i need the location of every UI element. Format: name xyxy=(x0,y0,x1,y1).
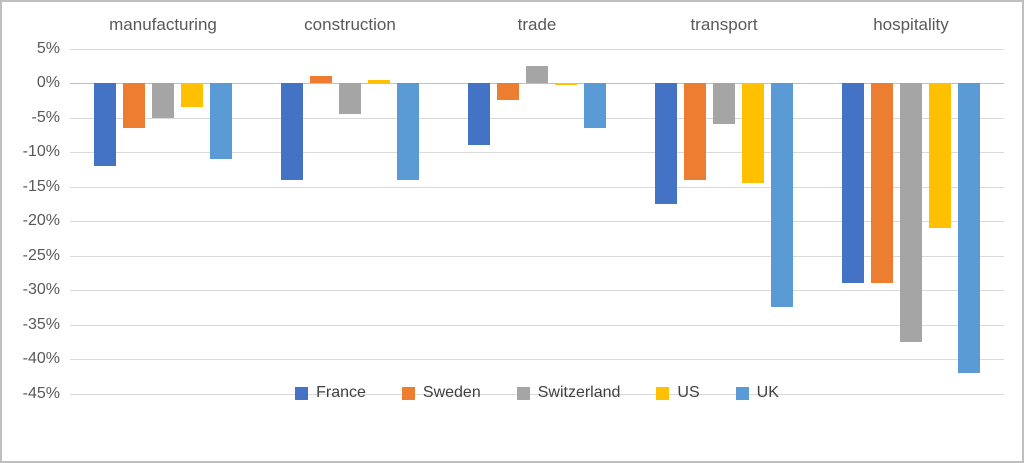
bar-trade-uk xyxy=(584,83,606,128)
gridline--40- xyxy=(70,359,1004,360)
legend-label-uk: UK xyxy=(756,384,779,401)
gridline-0- xyxy=(70,83,1004,84)
legend-swatch-france xyxy=(295,386,309,400)
legend-item-us: US xyxy=(656,384,700,402)
y-tick-label--35-: -35% xyxy=(22,316,60,333)
bar-manufacturing-us xyxy=(181,83,203,107)
legend-label-switzerland: Switzerland xyxy=(537,384,621,401)
y-tick-label--5-: -5% xyxy=(31,109,60,126)
legend-item-uk: UK xyxy=(735,384,779,402)
category-label-trade: trade xyxy=(517,15,557,34)
bar-hospitality-us xyxy=(929,83,951,228)
bar-trade-us xyxy=(555,83,577,85)
y-tick-label--25-: -25% xyxy=(22,247,60,264)
gridline--10- xyxy=(70,152,1004,153)
legend-label-sweden: Sweden xyxy=(422,384,481,401)
bar-construction-sweden xyxy=(310,76,332,83)
legend-swatch-us xyxy=(656,386,670,400)
bar-trade-switzerland xyxy=(526,66,548,83)
bar-hospitality-switzerland xyxy=(900,83,922,342)
y-tick-label--20-: -20% xyxy=(22,212,60,229)
bar-manufacturing-switzerland xyxy=(152,83,174,118)
y-tick-label--45-: -45% xyxy=(22,385,60,402)
bar-trade-france xyxy=(468,83,490,145)
legend-swatch-switzerland xyxy=(516,386,530,400)
bar-construction-uk xyxy=(397,83,419,180)
y-tick-label--15-: -15% xyxy=(22,178,60,195)
y-tick-label--10-: -10% xyxy=(22,143,60,160)
gridline--25- xyxy=(70,256,1004,257)
bar-transport-uk xyxy=(771,83,793,307)
legend-item-switzerland: Switzerland xyxy=(516,384,621,402)
legend-swatch-sweden xyxy=(401,386,415,400)
bar-manufacturing-sweden xyxy=(123,83,145,128)
gridline--45- xyxy=(70,394,1004,395)
legend: France Sweden Switzerland US UK xyxy=(70,383,1004,403)
y-tick-label-0-: 0% xyxy=(36,74,60,91)
gridline--15- xyxy=(70,187,1004,188)
y-tick-label-5-: 5% xyxy=(36,40,60,57)
bar-transport-us xyxy=(742,83,764,183)
category-label-manufacturing: manufacturing xyxy=(109,15,217,34)
bar-construction-france xyxy=(281,83,303,180)
gridline--5- xyxy=(70,118,1004,119)
legend-swatch-uk xyxy=(735,386,749,400)
bar-hospitality-france xyxy=(842,83,864,283)
bar-construction-us xyxy=(368,80,390,83)
gridline--20- xyxy=(70,221,1004,222)
category-label-transport: transport xyxy=(690,15,758,34)
bar-manufacturing-uk xyxy=(210,83,232,159)
legend-item-france: France xyxy=(295,384,366,402)
gridline--30- xyxy=(70,290,1004,291)
legend-label-us: US xyxy=(677,384,700,401)
bar-transport-sweden xyxy=(684,83,706,180)
bar-hospitality-uk xyxy=(958,83,980,373)
bar-trade-sweden xyxy=(497,83,519,100)
legend-item-sweden: Sweden xyxy=(401,384,481,402)
bar-manufacturing-france xyxy=(94,83,116,166)
gridline-5- xyxy=(70,49,1004,50)
bar-transport-switzerland xyxy=(713,83,735,124)
legend-label-france: France xyxy=(316,384,366,401)
bar-construction-switzerland xyxy=(339,83,361,114)
category-label-hospitality: hospitality xyxy=(873,15,949,34)
y-tick-label--30-: -30% xyxy=(22,281,60,298)
gridline--35- xyxy=(70,325,1004,326)
category-label-construction: construction xyxy=(304,15,396,34)
bar-hospitality-sweden xyxy=(871,83,893,283)
y-tick-label--40-: -40% xyxy=(22,350,60,367)
bar-transport-france xyxy=(655,83,677,204)
